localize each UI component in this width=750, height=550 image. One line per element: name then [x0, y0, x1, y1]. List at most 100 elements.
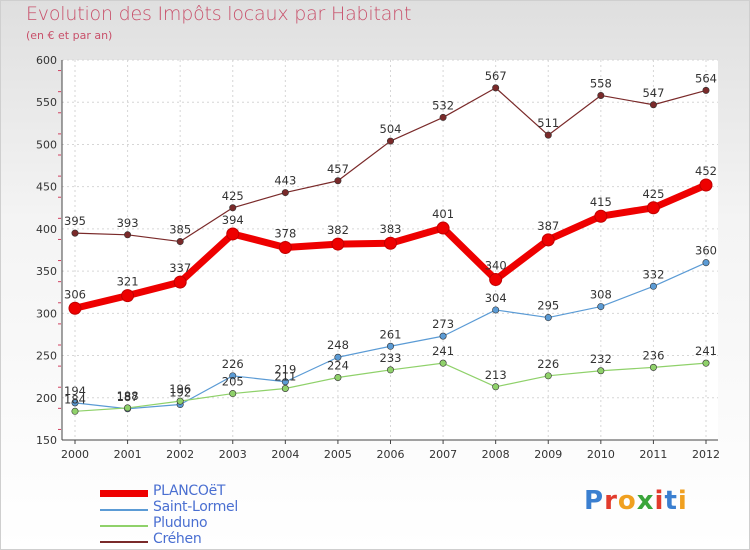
data-label-saint-lormel: 273: [432, 317, 454, 331]
y-tick-label: 200: [36, 392, 57, 405]
data-label-cr-hen: 558: [590, 76, 612, 90]
legend-label: Pluduno: [153, 515, 208, 531]
y-tick-label: 300: [36, 307, 57, 320]
legend-swatch: [100, 509, 148, 511]
legend-label: Saint-Lormel: [153, 499, 238, 515]
data-point-pluduno: [386, 366, 394, 374]
data-label-pluduno: 233: [380, 351, 402, 365]
data-point-cr-hen: [386, 137, 394, 145]
data-point-planco-t: [121, 289, 135, 303]
data-point-pluduno: [334, 374, 342, 382]
data-point-planco-t: [489, 273, 503, 287]
y-tick-label: 600: [36, 54, 57, 67]
data-point-cr-hen: [702, 86, 710, 94]
data-label-saint-lormel: 304: [485, 291, 507, 305]
y-tick-label: 400: [36, 223, 57, 236]
data-point-planco-t: [384, 236, 397, 250]
data-label-planco-t: 394: [222, 213, 244, 227]
data-point-planco-t: [278, 240, 292, 254]
x-tick-label: 2011: [639, 448, 667, 461]
data-point-saint-lormel: [281, 378, 289, 386]
data-point-saint-lormel: [386, 342, 394, 350]
y-tick-label: 150: [36, 434, 57, 447]
data-point-pluduno: [71, 407, 79, 415]
data-label-cr-hen: 567: [485, 69, 507, 83]
data-point-cr-hen: [649, 101, 657, 109]
data-point-saint-lormel: [334, 353, 342, 361]
x-tick-label: 2003: [219, 448, 247, 461]
legend-label: PLANCOëT: [153, 483, 226, 499]
data-point-pluduno: [439, 359, 447, 367]
legend-swatch: [100, 541, 148, 543]
x-tick-label: 2012: [692, 448, 720, 461]
x-tick-label: 2004: [271, 448, 299, 461]
legend-label: Créhen: [153, 531, 202, 547]
data-label-saint-lormel: 261: [380, 327, 402, 341]
data-label-saint-lormel: 194: [64, 384, 86, 398]
data-label-pluduno: 184: [64, 392, 86, 406]
logo-letter: r: [604, 486, 618, 516]
data-point-planco-t: [436, 221, 450, 235]
data-point-pluduno: [492, 383, 500, 391]
data-label-planco-t: 425: [642, 187, 664, 201]
data-label-planco-t: 452: [695, 164, 717, 178]
data-point-cr-hen: [281, 189, 289, 197]
data-label-planco-t: 306: [64, 287, 86, 301]
data-label-saint-lormel: 219: [274, 363, 296, 377]
y-tick-label: 500: [36, 138, 57, 151]
data-label-planco-t: 321: [117, 275, 139, 289]
data-point-saint-lormel: [597, 303, 605, 311]
x-tick-label: 2002: [166, 448, 194, 461]
data-label-planco-t: 378: [274, 226, 296, 240]
data-label-pluduno: 211: [274, 369, 296, 383]
data-label-planco-t: 415: [590, 195, 612, 209]
logo-letter: P: [584, 486, 605, 516]
data-label-saint-lormel: 332: [642, 267, 664, 281]
chart-title: Evolution des Impôts locaux par Habitant: [26, 3, 412, 25]
data-point-pluduno: [124, 404, 132, 412]
logo-letter: x: [636, 486, 655, 516]
data-point-planco-t: [541, 233, 555, 247]
data-point-saint-lormel: [71, 399, 79, 407]
data-point-cr-hen: [229, 204, 237, 212]
data-point-cr-hen: [439, 113, 447, 121]
data-point-cr-hen: [492, 84, 500, 92]
y-tick-label: 350: [36, 265, 57, 278]
data-label-planco-t: 337: [169, 261, 191, 275]
data-point-pluduno: [702, 359, 710, 367]
data-label-planco-t: 383: [380, 222, 402, 236]
legend-swatch: [100, 490, 148, 497]
data-point-planco-t: [331, 237, 345, 251]
data-label-pluduno: 205: [222, 375, 244, 389]
logo-letter: t: [664, 486, 678, 516]
data-label-cr-hen: 457: [327, 162, 349, 176]
logo-letter: o: [617, 486, 637, 516]
data-point-pluduno: [544, 372, 552, 380]
data-point-planco-t: [646, 201, 660, 215]
data-point-pluduno: [176, 397, 184, 405]
data-label-saint-lormel: 226: [222, 357, 244, 371]
data-label-saint-lormel: 248: [327, 338, 349, 352]
data-point-cr-hen: [597, 91, 605, 99]
data-point-planco-t: [173, 275, 187, 289]
data-label-saint-lormel: 308: [590, 288, 612, 302]
data-label-saint-lormel: 360: [695, 244, 717, 258]
y-tick-label: 250: [36, 350, 57, 363]
x-tick-label: 2009: [534, 448, 562, 461]
data-point-planco-t: [68, 301, 82, 315]
logo-letter: i: [654, 486, 665, 516]
x-tick-label: 2000: [61, 448, 89, 461]
data-label-cr-hen: 532: [432, 98, 454, 112]
x-tick-label: 2006: [377, 448, 405, 461]
data-point-pluduno: [597, 367, 605, 375]
data-label-pluduno: 188: [117, 389, 139, 403]
x-tick-label: 2005: [324, 448, 352, 461]
data-label-cr-hen: 547: [642, 86, 664, 100]
proxiti-logo: Proxiti: [584, 486, 688, 516]
data-point-cr-hen: [124, 231, 132, 239]
data-label-pluduno: 241: [695, 344, 717, 358]
data-point-planco-t: [594, 209, 608, 223]
data-point-cr-hen: [176, 238, 184, 246]
data-label-cr-hen: 425: [222, 189, 244, 203]
